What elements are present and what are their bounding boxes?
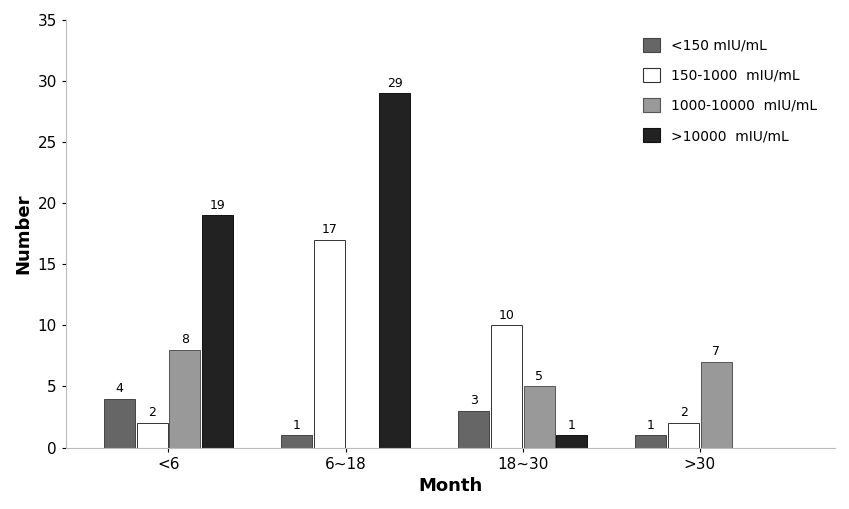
Bar <box>379 93 410 447</box>
Bar <box>169 350 200 447</box>
Bar <box>668 423 699 447</box>
Text: 4: 4 <box>115 382 123 395</box>
Bar <box>635 435 666 447</box>
Text: 29: 29 <box>386 76 402 90</box>
Text: 5: 5 <box>535 370 543 383</box>
Text: 3: 3 <box>469 394 478 407</box>
X-axis label: Month: Month <box>419 477 482 495</box>
Bar <box>202 215 233 447</box>
Text: 2: 2 <box>680 406 688 419</box>
Bar <box>491 325 522 447</box>
Text: 17: 17 <box>321 223 337 236</box>
Text: 1: 1 <box>568 418 576 432</box>
Bar <box>137 423 167 447</box>
Bar <box>524 386 554 447</box>
Text: 1: 1 <box>293 418 301 432</box>
Text: 2: 2 <box>149 406 156 419</box>
Bar <box>104 399 135 447</box>
Legend: <150 mIU/mL, 150-1000  mIU/mL, 1000-10000  mIU/mL, >10000  mIU/mL: <150 mIU/mL, 150-1000 mIU/mL, 1000-10000… <box>632 27 828 154</box>
Bar <box>700 362 732 447</box>
Bar <box>314 240 345 447</box>
Text: 10: 10 <box>498 308 514 322</box>
Text: 19: 19 <box>210 199 225 212</box>
Y-axis label: Number: Number <box>14 193 32 274</box>
Bar <box>281 435 312 447</box>
Text: 1: 1 <box>647 418 655 432</box>
Bar <box>556 435 588 447</box>
Bar <box>458 411 489 447</box>
Text: 7: 7 <box>712 345 720 358</box>
Text: 8: 8 <box>181 333 188 346</box>
